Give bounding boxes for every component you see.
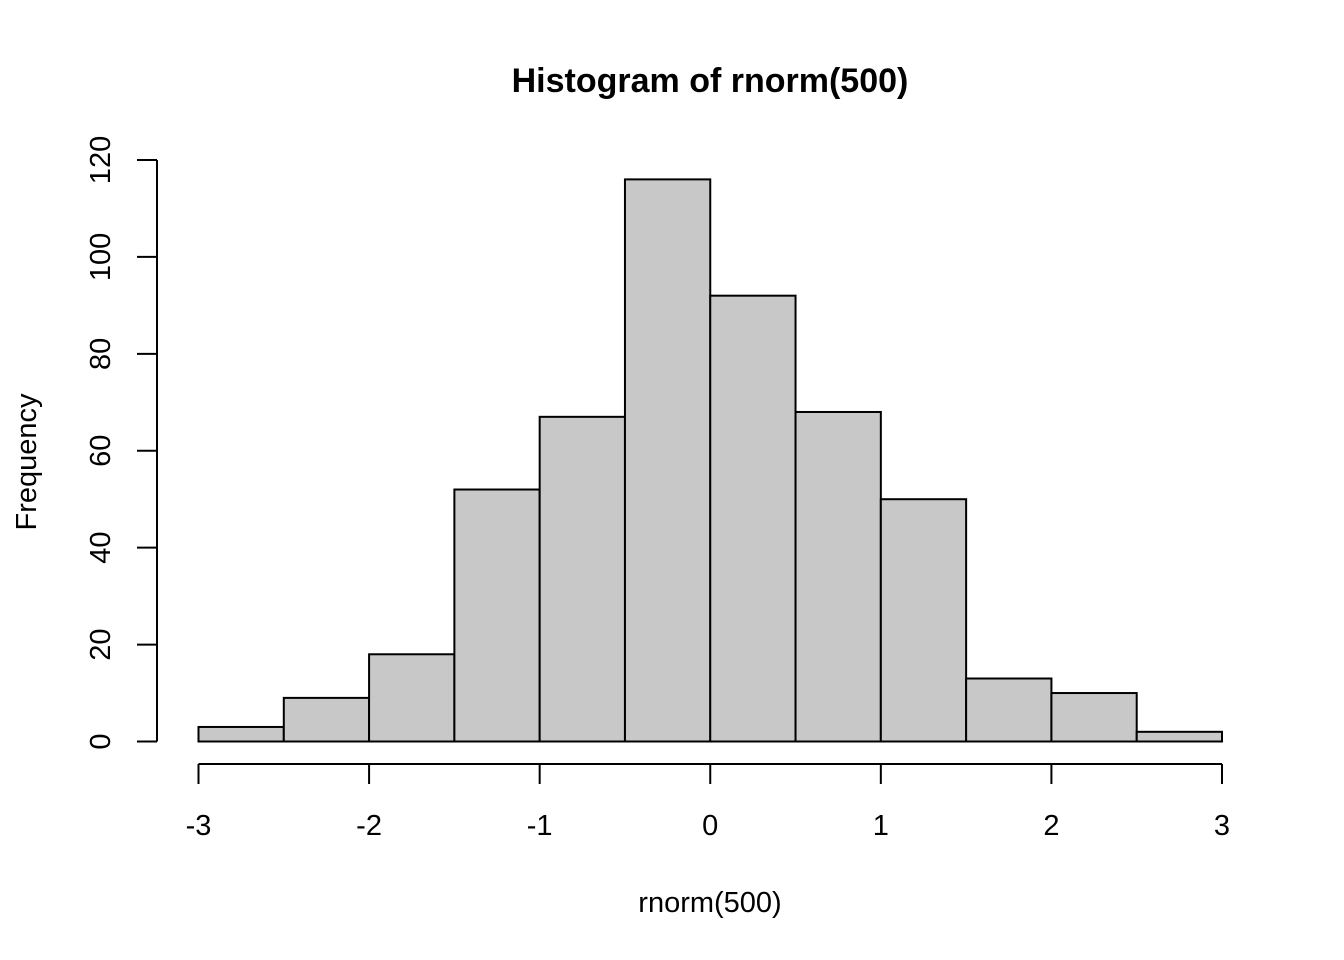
x-tick-label: -2	[356, 810, 382, 842]
x-tick-label: -1	[527, 810, 553, 842]
chart-title: Histogram of rnorm(500)	[512, 62, 909, 100]
y-axis: 0 20 40 60 80 100 120	[85, 136, 158, 750]
y-tick-label: 80	[85, 338, 117, 370]
y-tick-label: 60	[85, 435, 117, 467]
y-tick-label: 100	[85, 233, 117, 281]
x-axis-label: rnorm(500)	[638, 887, 781, 919]
histogram-bar	[623, 178, 712, 743]
y-axis-label: Frequency	[11, 393, 43, 531]
histogram-bar	[965, 677, 1053, 743]
histogram-bar	[197, 725, 285, 743]
histogram-bar	[879, 498, 968, 743]
y-tick-label: 20	[85, 628, 117, 660]
x-tick-label: 1	[873, 810, 889, 842]
histogram-bar	[709, 294, 797, 743]
x-tick-label: 3	[1214, 810, 1230, 842]
x-axis: -3 -2 -1 0 1 2 3	[186, 763, 1230, 842]
x-tick-label: -3	[186, 810, 212, 842]
y-tick-label: 120	[85, 136, 117, 184]
histogram-bar	[368, 653, 456, 743]
y-tick-label: 0	[85, 733, 117, 749]
histogram-bar	[282, 696, 371, 743]
histogram-bar	[1135, 730, 1224, 743]
x-tick-label: 0	[702, 810, 718, 842]
y-tick-label: 40	[85, 532, 117, 564]
histogram-bar	[1050, 692, 1138, 743]
x-tick-label: 2	[1043, 810, 1059, 842]
histogram-bar	[794, 410, 882, 743]
bars-group	[197, 178, 1224, 743]
histogram-bar	[453, 488, 541, 743]
histogram-bar	[538, 415, 626, 743]
